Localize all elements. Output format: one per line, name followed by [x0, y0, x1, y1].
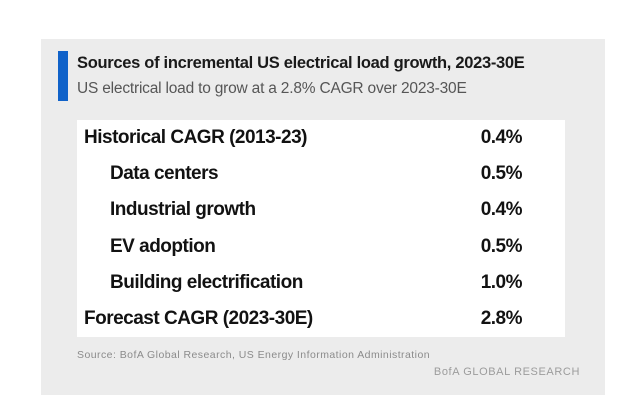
exhibit-title: Sources of incremental US electrical loa…: [77, 54, 525, 72]
source-note: Source: BofA Global Research, US Energy …: [77, 349, 431, 361]
cagr-table: Historical CAGR (2013-23) 0.4% Data cent…: [77, 120, 565, 337]
row-label: Historical CAGR (2013-23): [84, 127, 307, 149]
row-label: Building electrification: [110, 271, 303, 293]
row-value: 2.8%: [480, 307, 523, 329]
table-row: Forecast CAGR (2023-30E) 2.8%: [77, 301, 565, 337]
table-row: EV adoption 0.5%: [77, 229, 565, 265]
row-label: Forecast CAGR (2023-30E): [84, 307, 313, 329]
accent-bar: [58, 51, 68, 101]
row-label: Industrial growth: [110, 199, 256, 221]
brand-label: BofA GLOBAL RESEARCH: [433, 366, 580, 378]
table-row: Building electrification 1.0%: [77, 265, 565, 301]
row-value: 0.4%: [480, 127, 523, 149]
table-row: Historical CAGR (2013-23) 0.4%: [77, 120, 565, 156]
row-label: EV adoption: [110, 235, 216, 257]
row-value: 0.4%: [480, 199, 523, 221]
table-row: Industrial growth 0.4%: [77, 192, 565, 228]
row-value: 1.0%: [480, 271, 523, 293]
row-label: Data centers: [110, 163, 219, 185]
table-row: Data centers 0.5%: [77, 156, 565, 192]
exhibit-panel: Sources of incremental US electrical loa…: [41, 39, 605, 395]
exhibit-header: Sources of incremental US electrical loa…: [58, 51, 525, 101]
title-block: Sources of incremental US electrical loa…: [77, 51, 525, 101]
row-value: 0.5%: [480, 163, 523, 185]
row-value: 0.5%: [480, 235, 523, 257]
exhibit-subtitle: US electrical load to grow at a 2.8% CAG…: [77, 80, 467, 97]
